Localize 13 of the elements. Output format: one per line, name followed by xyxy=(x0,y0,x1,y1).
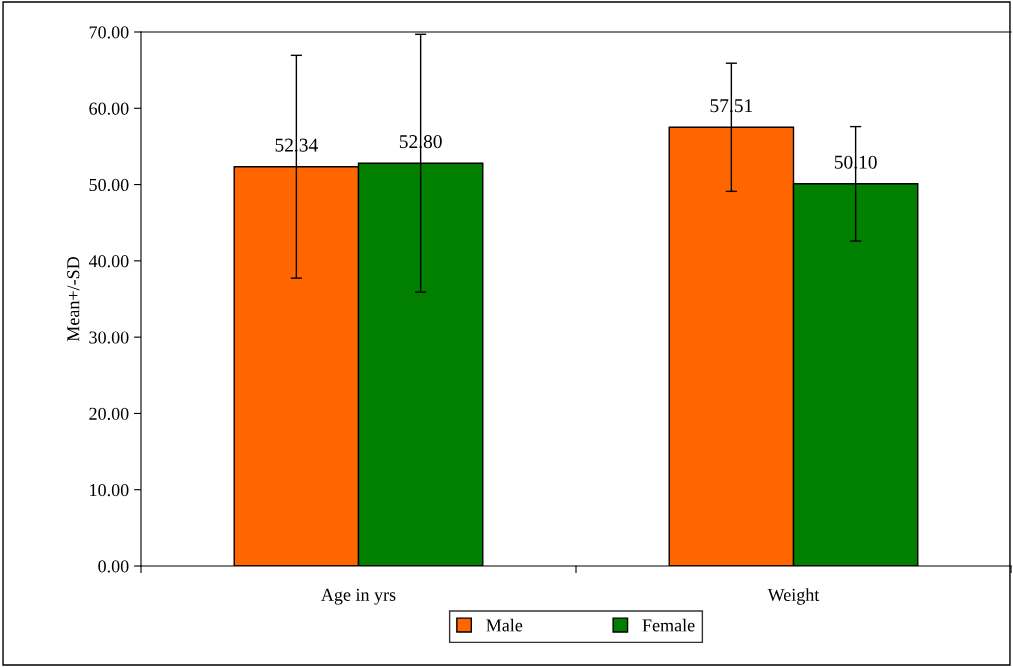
y-tick-label: 40.00 xyxy=(88,255,129,268)
y-axis-title: Mean+/-SD xyxy=(67,257,80,342)
y-tick-label: 10.00 xyxy=(90,483,129,497)
y-tick-label: 30.00 xyxy=(89,331,129,344)
y-tick-label: 60.00 xyxy=(89,102,129,115)
y-tick-label: 70.00 xyxy=(89,26,129,39)
x-tick-label: Weight xyxy=(767,588,820,605)
x-tick-label: Age in yrs xyxy=(321,588,396,605)
y-tick-label: 20.00 xyxy=(89,407,129,420)
y-tick-label: 0.00 xyxy=(98,560,129,573)
legend-label: Male xyxy=(486,618,523,632)
y-tick-label: 50.00 xyxy=(89,178,129,192)
legend-label: Female xyxy=(642,618,695,632)
